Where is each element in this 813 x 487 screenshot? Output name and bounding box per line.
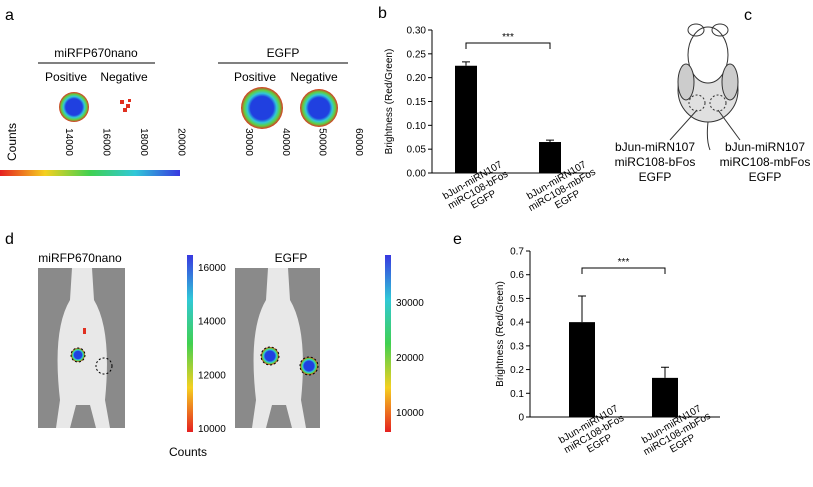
group-title: EGFP: [267, 46, 300, 60]
condition-label: bJun-miRN107: [615, 140, 695, 154]
significance-label: ***: [502, 32, 514, 43]
y-tick-label: 0.20: [407, 73, 427, 84]
column-label: Negative: [290, 70, 338, 84]
colorbar-tick-label: 40000: [280, 128, 291, 156]
column-label: Positive: [234, 70, 276, 84]
blob-images: [59, 87, 338, 129]
y-axis-label: Brightness (Red/Green): [384, 49, 395, 155]
y-tick-label: 0.4: [510, 318, 524, 329]
panel-label: c: [744, 7, 752, 24]
colorbar-tick-label: 18000: [138, 128, 149, 156]
mouse-images: [38, 268, 320, 428]
image-title: EGFP: [275, 251, 308, 265]
y-tick-label: 0.05: [407, 145, 427, 156]
colorbar-tick-label: 20000: [396, 353, 424, 364]
colorbar-tick-label: 20000: [176, 128, 187, 156]
bar: [539, 142, 561, 173]
panel-label: a: [5, 7, 14, 24]
panel-label: e: [453, 231, 462, 248]
y-tick-label: 0.25: [407, 49, 427, 60]
mouse-cartoon: [669, 23, 741, 151]
colorbar-tick-label: 12000: [198, 370, 226, 381]
colorbar-label: Counts: [169, 445, 207, 459]
error-bar: [462, 61, 470, 66]
error-bar: [546, 139, 554, 143]
y-tick-label: 0.3: [510, 341, 524, 352]
error-bar: [661, 366, 669, 378]
bar: [652, 377, 678, 417]
colorbar-tick-label: 16000: [198, 263, 226, 274]
panel-label: b: [378, 5, 387, 22]
colorbar-tick-label: 10000: [396, 408, 424, 419]
y-tick-label: 0.10: [407, 121, 427, 132]
image-title: miRFP670nano: [38, 251, 122, 265]
colorbar-tick-label: 14000: [63, 128, 74, 156]
significance-bracket: [581, 267, 666, 274]
y-tick-label: 0: [518, 413, 524, 424]
condition-label: miRC108-mbFos: [720, 155, 811, 169]
colorbar-tick-label: 30000: [243, 128, 254, 156]
colorbar: [0, 170, 180, 176]
group-title: miRFP670nano: [54, 46, 138, 60]
bar: [455, 65, 477, 173]
y-tick-label: 0.00: [407, 169, 427, 180]
colorbar-tick-label: 14000: [198, 317, 226, 328]
colorbar-tick-label: 50000: [317, 128, 328, 156]
colorbar-tick-label: 16000: [101, 128, 112, 156]
colorbar-label: Counts: [5, 123, 19, 161]
y-tick-label: 0.2: [510, 365, 524, 376]
y-tick-label: 0.1: [510, 389, 524, 400]
colorbar: [385, 255, 391, 432]
x-tick-label: bJun-miRN107miRC108-bFosEGFP: [441, 159, 516, 221]
y-tick-label: 0.7: [510, 247, 524, 258]
column-label: Negative: [100, 70, 148, 84]
significance-label: ***: [618, 257, 630, 268]
bar: [569, 322, 595, 417]
colorbar-tick-label: 30000: [396, 298, 424, 309]
condition-label: EGFP: [749, 170, 782, 184]
x-tick-label: bJun-miRN107miRC108-mbFosEGFP: [521, 157, 603, 223]
condition-label: bJun-miRN107: [725, 140, 805, 154]
y-axis-label: Brightness (Red/Green): [495, 281, 506, 387]
condition-label: miRC108-bFos: [615, 155, 696, 169]
error-bar: [578, 295, 586, 323]
colorbar: [187, 255, 193, 432]
y-tick-label: 0.30: [407, 26, 427, 37]
y-tick-label: 0.5: [510, 294, 524, 305]
y-tick-label: 0.6: [510, 270, 524, 281]
colorbar-tick-label: 10000: [198, 424, 226, 435]
panel-label: d: [5, 231, 14, 248]
condition-label: EGFP: [639, 170, 672, 184]
colorbar-tick-label: 60000: [353, 128, 364, 156]
significance-bracket: [465, 42, 551, 49]
column-label: Positive: [45, 70, 87, 84]
y-tick-label: 0.15: [407, 97, 427, 108]
